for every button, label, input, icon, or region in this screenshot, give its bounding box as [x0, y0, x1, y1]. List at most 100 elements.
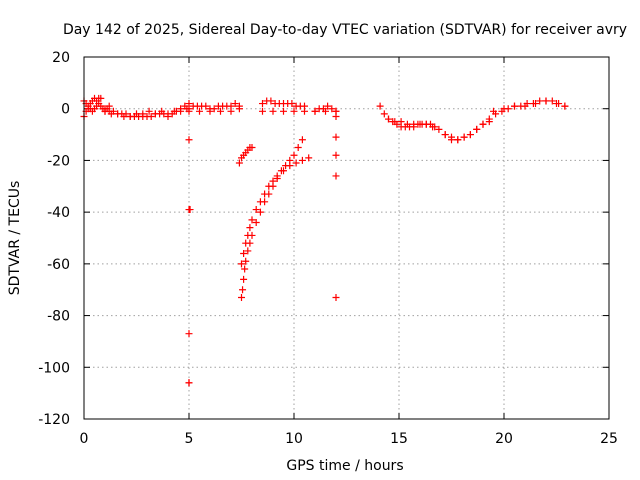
data-point — [235, 159, 243, 167]
data-point — [441, 131, 449, 139]
data-point — [231, 100, 239, 108]
data-point — [256, 198, 264, 206]
x-tick-label: 10 — [285, 431, 303, 447]
data-point — [164, 110, 172, 118]
data-point — [273, 172, 281, 180]
data-point — [210, 105, 218, 113]
data-point — [511, 102, 518, 110]
data-point — [542, 97, 550, 105]
data-point — [391, 118, 399, 126]
data-point — [466, 131, 474, 139]
grid-lines — [84, 57, 609, 419]
data-point — [460, 133, 468, 141]
data-point — [235, 105, 243, 113]
data-point — [244, 231, 252, 239]
data-point — [248, 144, 256, 151]
data-point — [133, 110, 140, 118]
data-point — [259, 107, 266, 115]
series-sat-r — [490, 97, 569, 115]
y-tick-label: -20 — [47, 153, 70, 169]
data-point — [290, 107, 298, 115]
data-point — [521, 102, 529, 110]
y-tick-labels: 20 0 -20 -40 -60 -80 -100 -120 — [38, 50, 70, 428]
series-sat-c — [101, 100, 193, 120]
data-point — [170, 107, 178, 115]
data-point — [265, 182, 273, 190]
y-tick-label: -80 — [47, 309, 70, 325]
data-point — [240, 275, 248, 283]
data-point — [290, 151, 298, 159]
data-point — [332, 112, 340, 120]
data-point — [397, 118, 405, 126]
data-point — [158, 107, 166, 115]
data-point — [107, 110, 115, 118]
data-points — [80, 94, 569, 387]
data-point — [454, 136, 462, 144]
data-point — [177, 107, 185, 115]
data-point — [422, 120, 430, 128]
data-point — [298, 156, 306, 164]
data-point — [242, 239, 250, 247]
data-point — [244, 247, 252, 255]
data-point — [186, 206, 194, 214]
data-point — [252, 206, 260, 214]
data-point — [403, 120, 411, 128]
data-point — [185, 107, 193, 115]
data-point — [294, 144, 302, 151]
x-tick-label: 25 — [600, 431, 618, 447]
data-point — [429, 123, 437, 131]
data-point — [238, 293, 245, 301]
data-point — [286, 162, 294, 170]
data-point — [259, 100, 266, 108]
data-point — [120, 112, 128, 120]
data-point — [416, 120, 424, 128]
data-point — [311, 107, 319, 115]
data-point — [280, 107, 287, 115]
data-point — [256, 208, 264, 216]
data-point — [332, 151, 340, 159]
x-tick-label: 15 — [390, 431, 408, 447]
x-tick-label: 0 — [80, 431, 89, 447]
chart-title: Day 142 of 2025, Sidereal Day-to-day VTE… — [63, 22, 627, 38]
data-point — [147, 112, 155, 120]
y-tick-label: -100 — [38, 360, 70, 376]
data-point — [227, 107, 235, 115]
data-point — [332, 293, 340, 301]
data-point — [126, 112, 134, 120]
data-point — [490, 107, 497, 115]
data-point — [280, 167, 287, 175]
y-tick-label: 0 — [61, 102, 70, 118]
data-point — [548, 97, 556, 105]
data-point — [485, 115, 493, 123]
series-sat-q — [441, 97, 569, 144]
x-tick-label: 5 — [185, 431, 194, 447]
data-point — [252, 218, 260, 226]
series-sat-n — [332, 112, 340, 301]
x-tick-labels: 0 5 10 15 20 25 — [80, 431, 618, 447]
data-point — [114, 110, 122, 118]
data-point — [101, 107, 109, 115]
data-point — [242, 257, 250, 265]
data-point — [328, 105, 336, 113]
data-point — [479, 120, 487, 128]
data-point — [332, 172, 340, 180]
data-point — [473, 125, 481, 133]
data-point — [292, 159, 300, 167]
series-sat-j — [238, 154, 313, 268]
series-sat-f — [185, 105, 243, 115]
data-point — [139, 110, 147, 118]
y-tick-label: 20 — [52, 50, 70, 66]
data-point — [97, 94, 105, 102]
data-point — [238, 260, 245, 268]
data-point — [185, 330, 193, 338]
data-point — [185, 136, 193, 144]
data-point — [217, 107, 224, 115]
data-point — [269, 107, 277, 115]
data-point — [185, 379, 193, 387]
data-point — [532, 100, 539, 108]
series-sat-e — [185, 100, 243, 113]
data-point — [319, 105, 327, 113]
plot-frame — [83, 56, 610, 420]
data-point — [145, 107, 153, 115]
